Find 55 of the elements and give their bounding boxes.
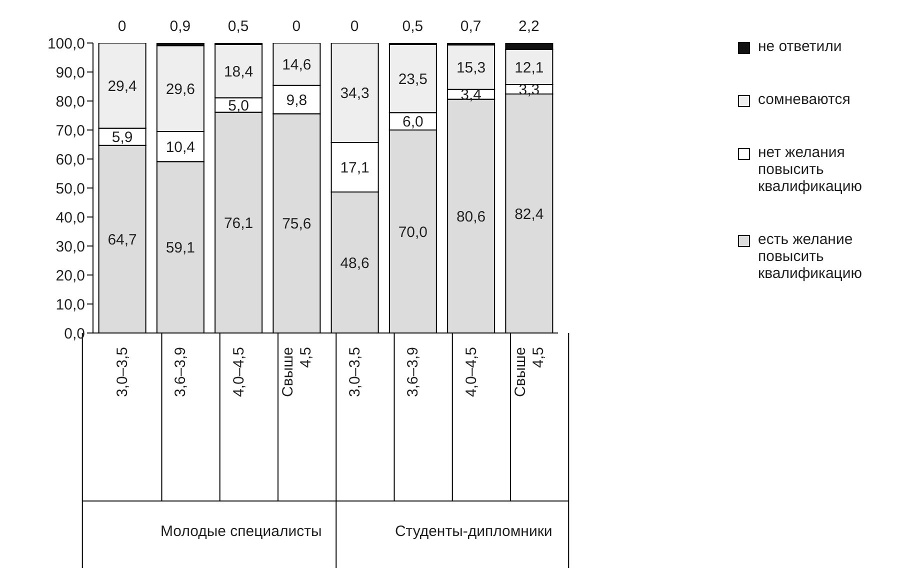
legend-label: не ответили xyxy=(758,38,843,55)
data-label: 2,2 xyxy=(518,18,540,35)
y-tick-label: 0,0 xyxy=(64,325,85,342)
data-label: 6,0 xyxy=(402,114,424,131)
data-label: 12,1 xyxy=(514,59,544,76)
data-label: 0,5 xyxy=(402,18,424,35)
data-label: 48,6 xyxy=(340,254,370,272)
x-tick-label: Свыше 4,5 xyxy=(512,347,547,397)
data-label: 75,6 xyxy=(282,216,312,233)
data-label: 0 xyxy=(350,18,359,35)
x-tick-label: 3,0–3,5 xyxy=(114,347,132,398)
data-label: 29,4 xyxy=(108,78,137,95)
data-label: 10,4 xyxy=(166,138,196,156)
data-label: 5,9 xyxy=(112,129,133,146)
data-label: 0 xyxy=(292,18,301,35)
data-label: 18,4 xyxy=(224,63,254,80)
y-tick-label: 10,0 xyxy=(56,296,85,314)
data-label: 9,8 xyxy=(286,92,308,109)
data-label: 5,0 xyxy=(228,97,249,114)
y-tick-label: 50,0 xyxy=(56,180,85,198)
data-label: 80,6 xyxy=(456,208,486,226)
x-tick-label: 4,0–4,5 xyxy=(462,347,480,398)
y-tick-label: 30,0 xyxy=(56,238,85,256)
x-tick-label: Свыше 4,5 xyxy=(279,347,314,397)
data-label: 34,3 xyxy=(340,85,370,102)
x-tick-label: 3,6–3,9 xyxy=(172,347,190,398)
data-label: 15,3 xyxy=(456,60,486,77)
data-label: 76,1 xyxy=(224,214,254,232)
data-label: 64,7 xyxy=(108,232,137,249)
legend-label: сомневаются xyxy=(758,91,852,108)
data-label: 82,4 xyxy=(514,206,544,223)
x-tick-label: 4,0–4,5 xyxy=(230,347,248,398)
y-tick-label: 70,0 xyxy=(56,122,85,140)
y-tick-label: 20,0 xyxy=(56,267,85,284)
y-tick-label: 80,0 xyxy=(56,93,85,110)
x-tick-label: 3,0–3,5 xyxy=(346,347,364,398)
y-tick-label: 100,0 xyxy=(47,35,85,52)
data-label: 29,6 xyxy=(166,80,196,98)
y-tick-label: 40,0 xyxy=(56,209,85,226)
data-label: 59,1 xyxy=(166,240,196,257)
y-tick-label: 60,0 xyxy=(56,151,85,168)
legend-label: нет желания повысить квалификацию xyxy=(758,144,864,195)
data-label: 17,1 xyxy=(340,160,370,177)
text: Студенты-дипломники xyxy=(394,523,552,540)
data-label: 0,7 xyxy=(460,18,482,35)
text: Молодые специалисты xyxy=(160,523,322,540)
legend-label: есть желание повысить квалификацию xyxy=(758,231,864,282)
data-label: 0 xyxy=(118,18,126,35)
x-tick-label: 3,6–3,9 xyxy=(404,347,422,398)
data-label: 70,0 xyxy=(398,224,428,241)
data-label: 0,5 xyxy=(228,18,249,35)
data-label: 0,9 xyxy=(170,18,191,35)
data-label: 23,5 xyxy=(398,70,428,88)
data-label: 14,6 xyxy=(282,56,312,74)
y-tick-label: 90,0 xyxy=(56,64,85,82)
